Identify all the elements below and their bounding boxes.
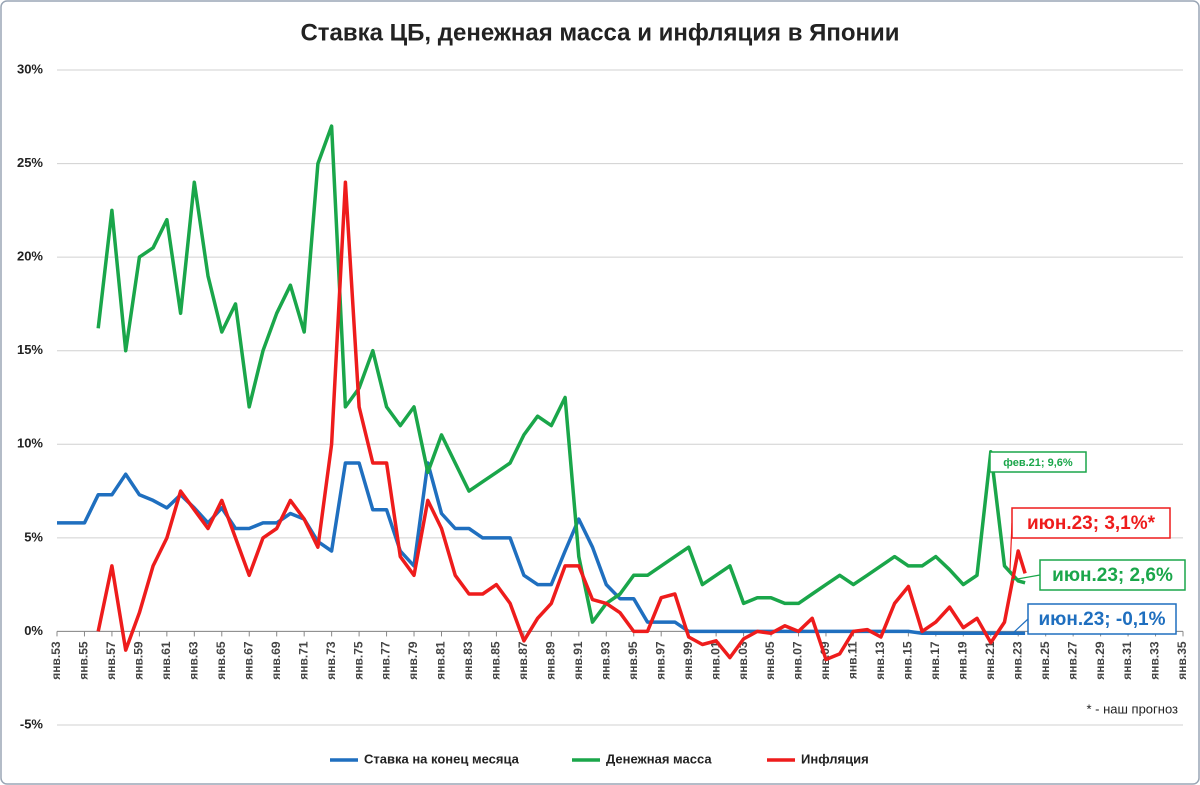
- footnote: * - наш прогноз: [1086, 701, 1178, 716]
- annotation-box: [1027, 603, 1177, 635]
- x-tick-label: янв.81: [434, 641, 448, 680]
- x-tick-label: янв.31: [1120, 641, 1134, 680]
- x-tick-label: янв.15: [901, 641, 915, 680]
- legend-label: Ставка на конец месяца: [364, 751, 520, 766]
- legend-label: Денежная масса: [606, 751, 712, 766]
- annotation-text: июн.23; 3,1%*: [1027, 513, 1156, 534]
- x-tick-label: янв.11: [846, 641, 860, 679]
- x-tick-label: янв.95: [626, 641, 640, 680]
- x-tick-label: янв.25: [1038, 641, 1052, 680]
- x-tick-label: янв.17: [928, 641, 942, 680]
- x-tick-label: янв.71: [296, 641, 310, 680]
- x-tick-label: янв.01: [708, 641, 722, 680]
- x-tick-label: янв.13: [873, 641, 887, 680]
- x-tick-label: янв.29: [1093, 641, 1107, 680]
- y-tick-label: 5%: [24, 529, 43, 544]
- x-tick-label: янв.35: [1175, 641, 1189, 680]
- x-tick-label: янв.75: [351, 641, 365, 680]
- x-tick-label: янв.99: [681, 641, 695, 680]
- x-tick-label: янв.67: [241, 641, 255, 680]
- x-tick-label: янв.57: [104, 641, 118, 680]
- x-tick-label: янв.65: [214, 641, 228, 680]
- y-tick-label: 15%: [17, 342, 43, 357]
- x-tick-label: янв.55: [77, 641, 91, 680]
- x-tick-label: янв.03: [736, 641, 750, 680]
- x-tick-label: янв.79: [406, 641, 420, 680]
- x-tick-label: янв.33: [1148, 641, 1162, 680]
- x-tick-label: янв.83: [461, 641, 475, 680]
- legend-label: Инфляция: [801, 751, 869, 766]
- annotation-leader: [1012, 618, 1029, 634]
- x-tick-label: янв.07: [791, 641, 805, 680]
- y-tick-label: 20%: [17, 249, 43, 264]
- x-tick-label: янв.91: [571, 641, 585, 680]
- x-tick-label: янв.73: [324, 641, 338, 680]
- annotation-text: фев.21; 9,6%: [1003, 457, 1073, 469]
- annotation-box: [1039, 559, 1186, 591]
- x-tick-label: янв.19: [955, 641, 969, 680]
- series-line: [96, 124, 1026, 624]
- x-tick-label: янв.87: [516, 641, 530, 680]
- y-tick-label: -5%: [20, 716, 44, 731]
- x-tick-label: янв.77: [379, 641, 393, 680]
- x-tick-label: янв.27: [1065, 641, 1079, 680]
- y-tick-label: 25%: [17, 155, 43, 170]
- x-tick-label: янв.59: [132, 641, 146, 680]
- x-tick-label: янв.05: [763, 641, 777, 680]
- y-tick-label: 0%: [24, 623, 43, 638]
- x-tick-label: янв.23: [1010, 641, 1024, 680]
- annotation-box: [989, 451, 1087, 473]
- annotation-text: июн.23; 2,6%: [1052, 565, 1173, 586]
- chart-title: Ставка ЦБ, денежная масса и инфляция в Я…: [300, 19, 899, 46]
- x-tick-label: янв.69: [269, 641, 283, 680]
- x-tick-label: янв.93: [598, 641, 612, 680]
- x-tick-label: янв.97: [653, 641, 667, 680]
- x-tick-label: янв.85: [489, 641, 503, 680]
- annotation-text: июн.23; -0,1%: [1038, 609, 1165, 630]
- x-tick-label: янв.63: [186, 641, 200, 680]
- annotation-leader: [1011, 574, 1041, 581]
- series-line: [96, 180, 1027, 662]
- annotation-box: [1011, 507, 1171, 539]
- x-tick-label: янв.61: [159, 641, 173, 680]
- x-tick-label: янв.53: [49, 641, 63, 680]
- y-tick-label: 10%: [17, 436, 43, 451]
- x-tick-label: янв.89: [544, 641, 558, 680]
- y-tick-label: 30%: [17, 61, 43, 76]
- x-tick-label: янв.21: [983, 641, 997, 680]
